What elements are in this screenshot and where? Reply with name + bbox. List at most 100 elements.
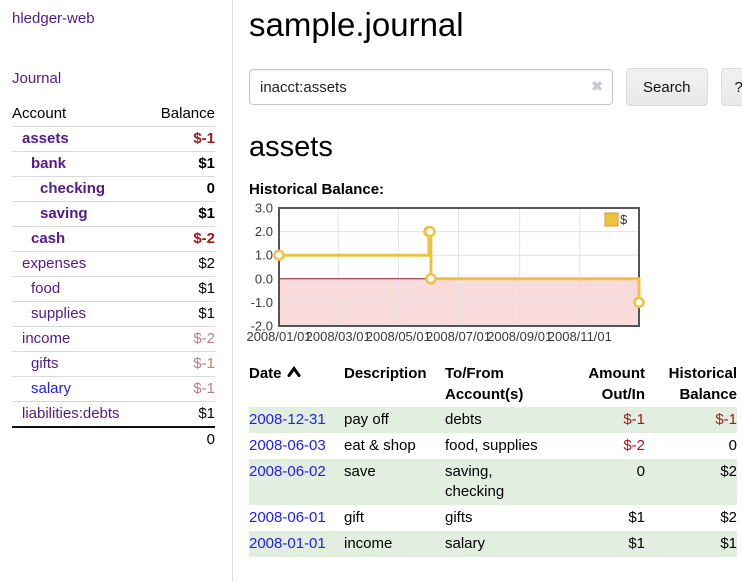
- transaction-accounts: saving, checking: [445, 463, 505, 500]
- column-header-date[interactable]: Date: [249, 361, 344, 407]
- account-row: salary $-1: [12, 376, 215, 402]
- transaction-amount: $-2: [623, 437, 645, 454]
- column-header-amount-out-in: Amount Out/In: [588, 365, 645, 403]
- total-row: 0: [12, 426, 215, 452]
- app-title-link[interactable]: hledger-web: [12, 10, 95, 27]
- account-link-bank[interactable]: bank: [31, 155, 67, 172]
- account-row: liabilities:debts $1: [12, 401, 215, 427]
- total-balance: 0: [146, 426, 215, 452]
- account-balance: $1: [146, 276, 215, 302]
- main-content: sample.journal ✖ Search ? assets Histori…: [233, 0, 742, 582]
- register-table: Date Description To/From Account(s) Amount …: [249, 361, 737, 557]
- account-balance: $-1: [146, 351, 215, 377]
- transaction-balance: $1: [720, 535, 737, 552]
- account-row: food $1: [12, 276, 215, 302]
- column-header-historical-balance: Historical Balance: [668, 365, 737, 403]
- sidebar: hledger-web Journal Account Balance asse…: [0, 0, 233, 582]
- transaction-description: save: [344, 463, 376, 480]
- account-row: assets $-1: [12, 126, 215, 152]
- account-link-income[interactable]: income: [22, 330, 71, 347]
- svg-text:2.0: 2.0: [255, 224, 273, 239]
- account-balance: $-2: [146, 226, 215, 252]
- svg-text:2008/03/01: 2008/03/01: [306, 329, 371, 344]
- account-link-salary[interactable]: salary: [31, 380, 72, 397]
- chart-title: Historical Balance:: [249, 181, 385, 198]
- transaction-balance: $2: [720, 463, 737, 480]
- svg-text:2008/11/01: 2008/11/01: [548, 329, 612, 344]
- account-row: income $-2: [12, 326, 215, 352]
- account-balance: $1: [146, 151, 215, 177]
- account-link-gifts[interactable]: gifts: [31, 355, 59, 372]
- account-link-assets[interactable]: assets: [22, 130, 69, 147]
- help-button[interactable]: ?: [720, 68, 742, 106]
- transaction-date-link[interactable]: 2008-06-02: [249, 463, 326, 480]
- transaction-description: pay off: [344, 411, 389, 428]
- accounts-column-header: Account: [12, 105, 67, 122]
- account-row: checking 0: [12, 176, 215, 202]
- transaction-accounts: gifts: [445, 509, 473, 526]
- register-header-row: Date Description To/From Account(s) Amount …: [249, 361, 737, 407]
- register-row: 2008-12-31 pay off debts $-1 $-1: [249, 407, 737, 433]
- column-header-description: Description: [344, 365, 427, 382]
- svg-text:-1.0: -1.0: [251, 295, 273, 310]
- account-balance: $2: [146, 251, 215, 277]
- account-balance: $-2: [146, 326, 215, 352]
- transaction-accounts: salary: [445, 535, 486, 552]
- balance-column-header: Balance: [160, 105, 215, 122]
- legend-swatch: [604, 212, 619, 227]
- svg-text:2008/01/01: 2008/01/01: [246, 329, 311, 344]
- transaction-amount: $1: [628, 509, 645, 526]
- account-link-saving[interactable]: saving: [40, 205, 88, 222]
- historical-balance-chart: 3.0 2.0 1.0 0.0 -1.0 -2.02008/01/012008/03/01…: [246, 201, 645, 344]
- account-link-checking[interactable]: checking: [40, 180, 106, 197]
- transaction-amount: $1: [628, 535, 645, 552]
- column-header-to-from-account-s-: To/From Account(s): [445, 365, 524, 403]
- account-row: expenses $2: [12, 251, 215, 277]
- register-row: 2008-06-02 save saving, checking 0 $2: [249, 459, 737, 505]
- account-balance: 0: [146, 176, 215, 202]
- account-link-liabilities-debts[interactable]: liabilities:debts: [22, 405, 120, 422]
- svg-text:1.0: 1.0: [255, 248, 273, 263]
- search-input[interactable]: [249, 69, 613, 105]
- transaction-accounts: food, supplies: [445, 437, 538, 454]
- account-row: saving $1: [12, 201, 215, 227]
- accounts-table: Account Balance assets $-1 bank $1 checking 0…: [12, 102, 215, 452]
- svg-text:2008/09/01: 2008/09/01: [487, 329, 552, 344]
- svg-text:-2.0: -2.0: [251, 319, 273, 334]
- register-row: 2008-01-01 income salary $1 $1: [249, 531, 737, 557]
- transaction-description: income: [344, 535, 393, 552]
- account-row: supplies $1: [12, 301, 215, 327]
- transaction-date-link[interactable]: 2008-12-31: [249, 411, 326, 428]
- svg-text:3.0: 3.0: [255, 201, 273, 216]
- transaction-balance: $2: [720, 509, 737, 526]
- svg-text:2008/05/01: 2008/05/01: [366, 329, 431, 344]
- transaction-balance: 0: [728, 437, 737, 454]
- journal-link[interactable]: Journal: [12, 70, 62, 87]
- account-balance: $1: [146, 401, 215, 427]
- search-box: ✖: [249, 69, 613, 105]
- transaction-accounts: debts: [445, 411, 482, 428]
- search-row: ✖ Search ?: [249, 68, 742, 106]
- account-row: gifts $-1: [12, 351, 215, 377]
- clear-search-icon[interactable]: ✖: [591, 78, 603, 94]
- account-row: cash $-2: [12, 226, 215, 252]
- search-button[interactable]: Search: [626, 68, 708, 106]
- account-link-expenses[interactable]: expenses: [22, 255, 87, 272]
- transaction-balance: $-1: [715, 411, 737, 428]
- account-row: bank $1: [12, 151, 215, 177]
- account-link-cash[interactable]: cash: [31, 230, 66, 247]
- account-balance: $1: [146, 201, 215, 227]
- transaction-date-link[interactable]: 2008-01-01: [249, 535, 326, 552]
- account-link-supplies[interactable]: supplies: [31, 305, 87, 322]
- sort-ascending-icon: [287, 365, 301, 377]
- accounts-header-row: Account Balance: [12, 102, 215, 127]
- register-row: 2008-06-03 eat & shop food, supplies $-2 0: [249, 433, 737, 459]
- transaction-date-link[interactable]: 2008-06-03: [249, 437, 326, 454]
- svg-text:2008/07/01: 2008/07/01: [426, 329, 491, 344]
- transaction-date-link[interactable]: 2008-06-01: [249, 509, 326, 526]
- account-balance: $-1: [146, 126, 215, 152]
- transaction-description: eat & shop: [344, 437, 416, 454]
- account-balance: $-1: [146, 376, 215, 402]
- account-link-food[interactable]: food: [31, 280, 61, 297]
